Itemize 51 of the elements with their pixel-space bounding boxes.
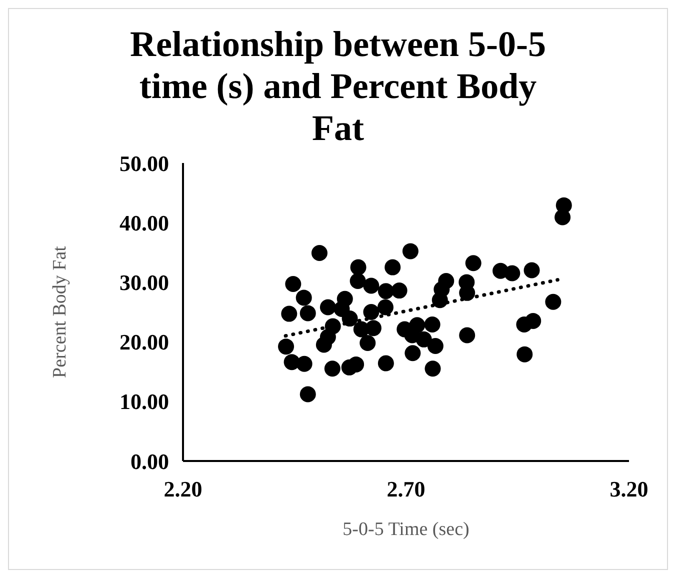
point bbox=[316, 336, 332, 353]
point bbox=[424, 360, 441, 377]
y-tick-label: 50.00 bbox=[120, 150, 169, 176]
x-tick-label: 2.70 bbox=[386, 476, 426, 502]
point bbox=[427, 338, 444, 354]
point bbox=[465, 255, 482, 272]
point bbox=[404, 345, 421, 362]
y-tick-label: 30.00 bbox=[120, 270, 169, 296]
point bbox=[324, 360, 340, 377]
x-tick-label: 3.20 bbox=[610, 476, 648, 502]
point bbox=[300, 386, 316, 402]
y-axis-title: Percent Body Fat bbox=[50, 245, 71, 378]
point bbox=[516, 316, 532, 333]
point bbox=[348, 356, 364, 372]
point bbox=[365, 320, 382, 336]
point bbox=[363, 278, 380, 294]
x-axis-title: 5-0-5 Time (sec) bbox=[342, 519, 470, 540]
point bbox=[416, 331, 432, 348]
point bbox=[360, 334, 376, 351]
point bbox=[320, 299, 336, 316]
point bbox=[432, 292, 448, 308]
point bbox=[524, 262, 540, 278]
point bbox=[296, 290, 312, 306]
point bbox=[378, 355, 394, 372]
point bbox=[378, 283, 394, 300]
y-tick-label: 20.00 bbox=[120, 330, 169, 355]
point bbox=[402, 243, 418, 260]
point bbox=[459, 327, 476, 344]
point bbox=[504, 265, 520, 282]
y-tick-label: 0.00 bbox=[130, 448, 169, 474]
point bbox=[391, 282, 408, 299]
point bbox=[281, 306, 298, 322]
point bbox=[311, 244, 328, 261]
chart-title: Relationship between 5-0-5 time (s) and Percent Body Fat bbox=[129, 23, 547, 149]
point bbox=[296, 356, 312, 372]
point bbox=[516, 346, 533, 362]
point bbox=[545, 294, 562, 310]
point bbox=[350, 273, 366, 290]
x-tick-label: 2.20 bbox=[164, 476, 202, 502]
point bbox=[285, 276, 302, 292]
point bbox=[384, 259, 401, 276]
point bbox=[554, 209, 571, 226]
point bbox=[424, 316, 440, 333]
point bbox=[377, 299, 394, 316]
y-tick-label: 40.00 bbox=[120, 210, 169, 236]
point bbox=[278, 338, 294, 355]
point bbox=[350, 259, 366, 276]
point bbox=[300, 305, 316, 322]
y-tick-label: 10.00 bbox=[120, 389, 169, 414]
point bbox=[334, 301, 350, 318]
point bbox=[363, 304, 380, 320]
